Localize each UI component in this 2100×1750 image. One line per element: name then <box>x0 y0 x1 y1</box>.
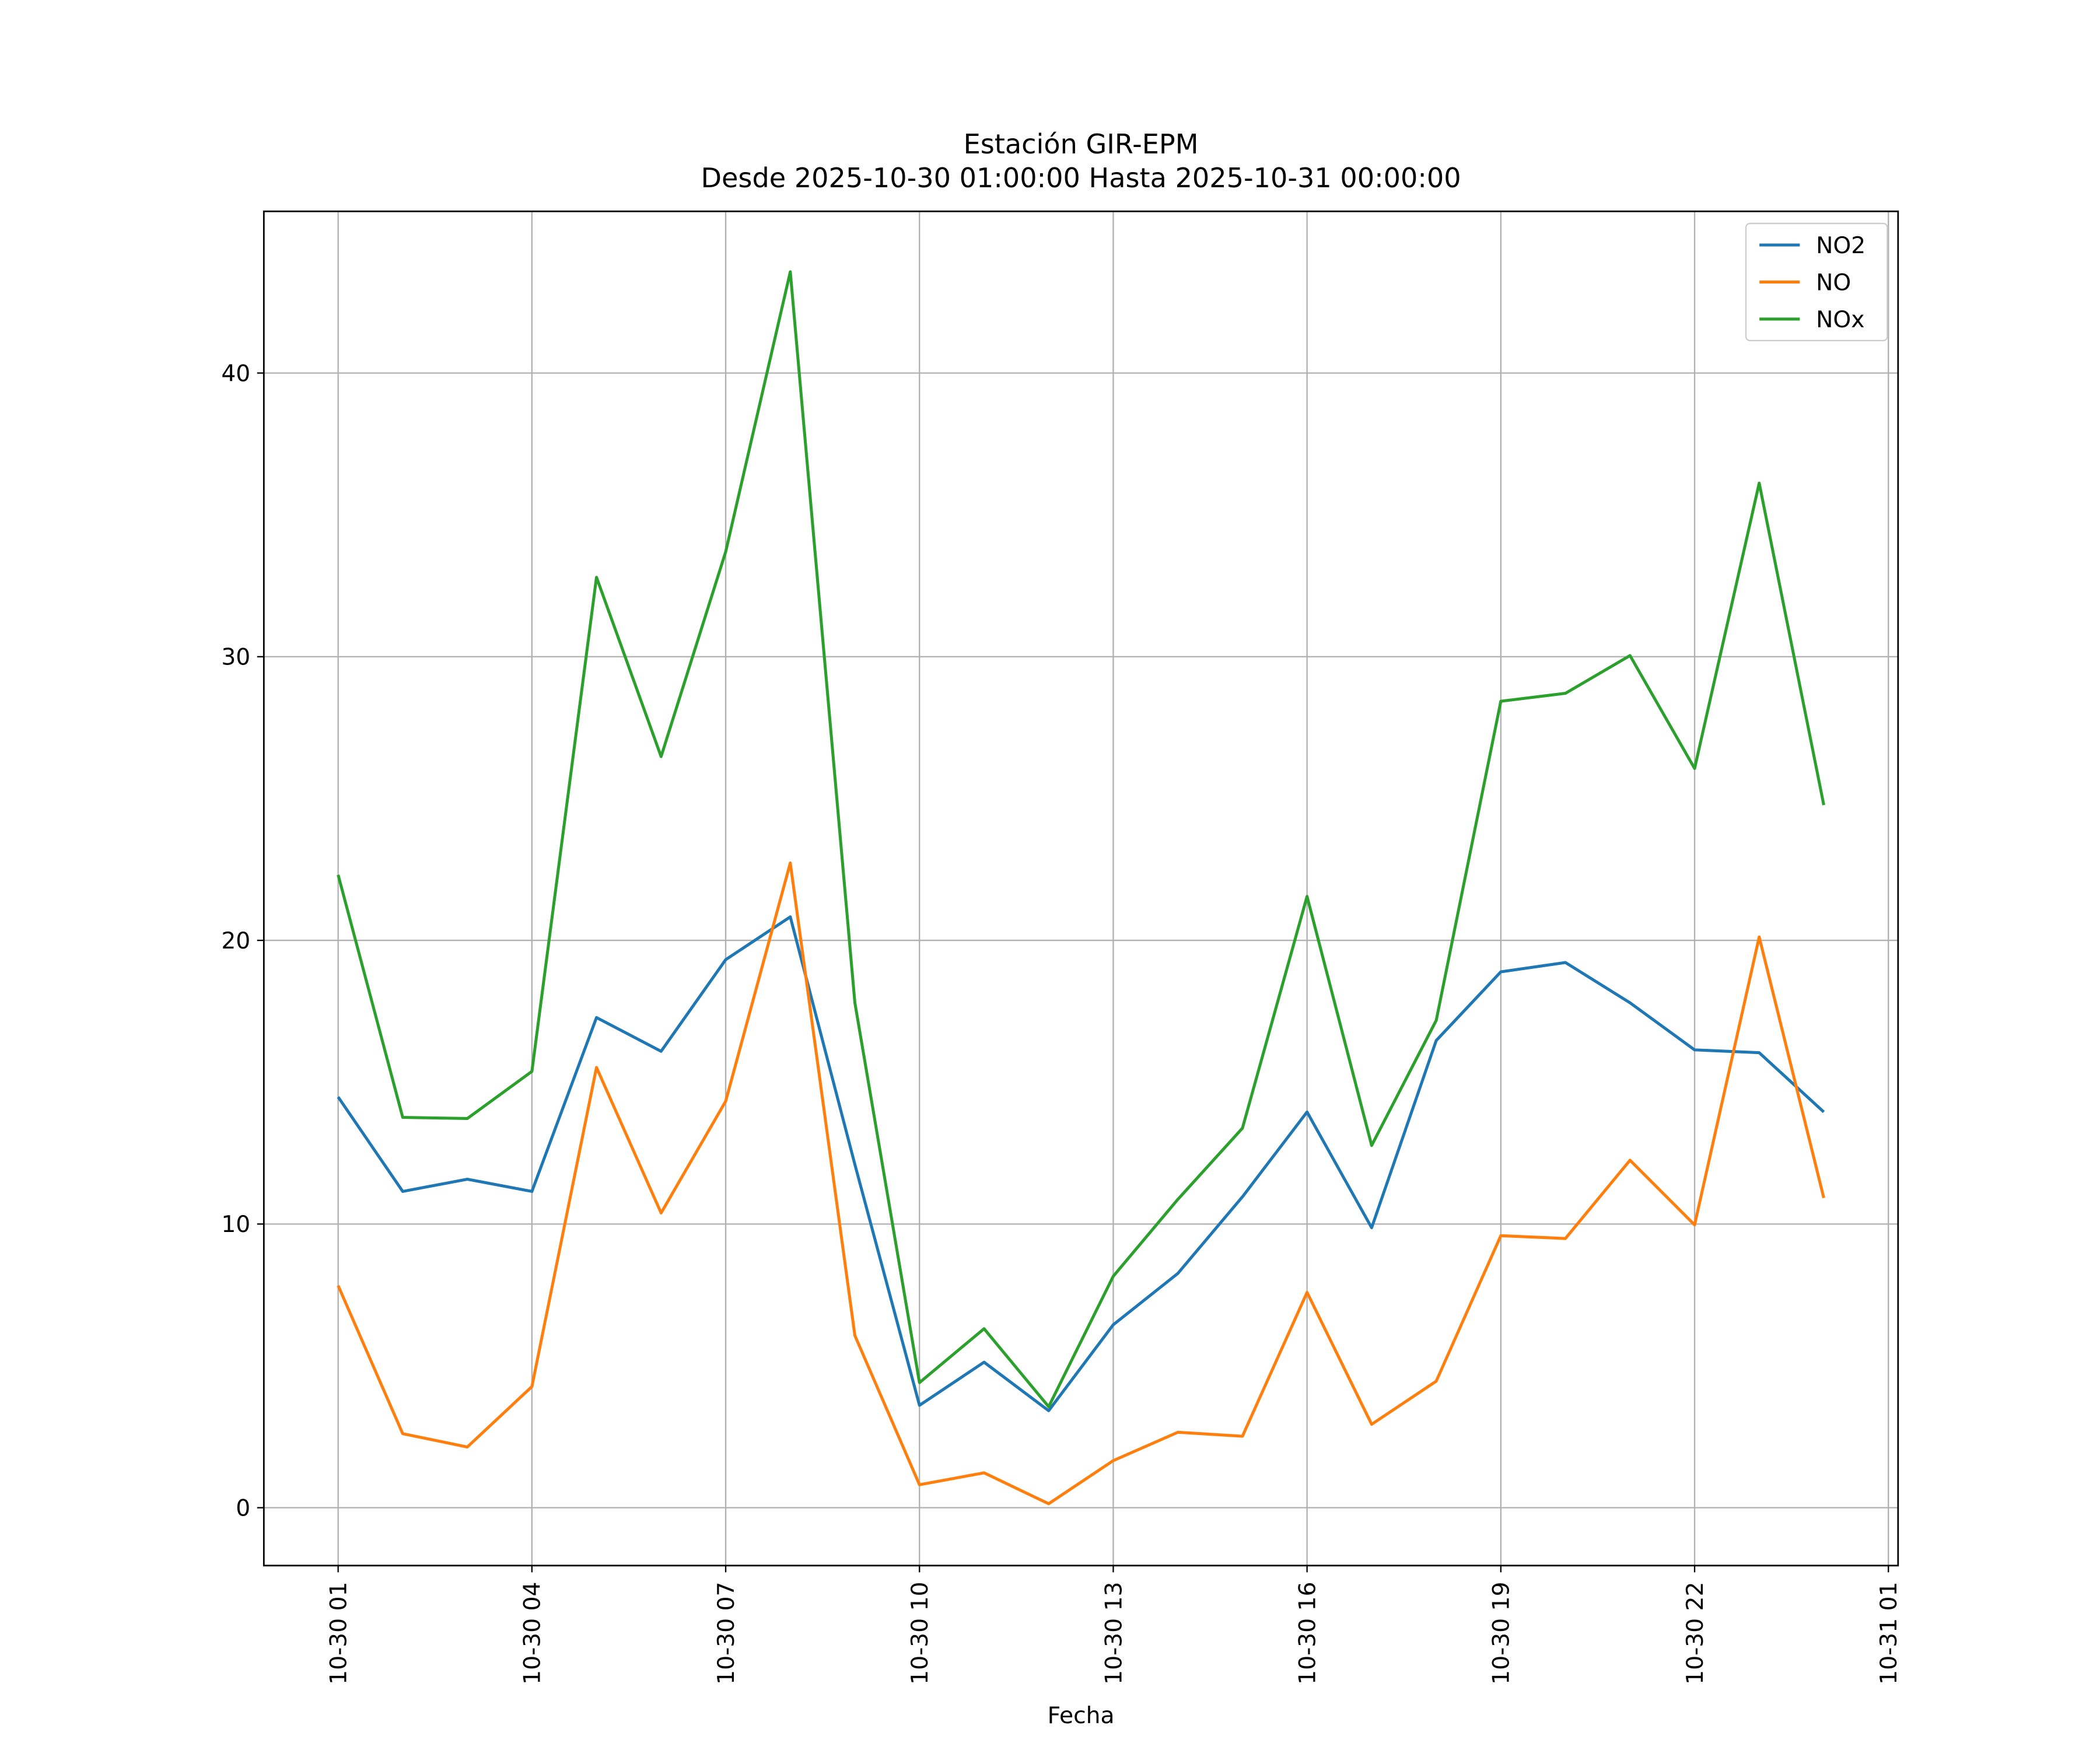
legend-label: NOx <box>1816 307 1864 333</box>
y-tick-label: 40 <box>221 360 250 387</box>
y-tick-label: 10 <box>221 1212 250 1238</box>
chart-title: Estación GIR-EPM <box>964 128 1199 160</box>
legend-label: NO <box>1816 270 1851 296</box>
y-tick-label: 0 <box>236 1495 250 1521</box>
y-tick-label: 30 <box>221 645 250 671</box>
line-series <box>337 915 1825 1412</box>
x-tick-label: 10-30 16 <box>1294 1582 1321 1685</box>
line-series <box>337 861 1825 1506</box>
x-tick-label: 10-30 07 <box>713 1582 740 1685</box>
legend-label: NO2 <box>1816 233 1866 259</box>
legend-box <box>1745 222 1888 341</box>
y-tick-label: 20 <box>221 928 250 954</box>
x-tick-label: 10-30 22 <box>1682 1582 1709 1685</box>
x-tick-label: 10-30 13 <box>1101 1582 1127 1685</box>
line-series <box>337 270 1825 1409</box>
x-tick-label: 10-30 01 <box>326 1582 352 1685</box>
x-tick-label: 10-30 19 <box>1489 1582 1515 1685</box>
x-tick-label: 10-30 04 <box>520 1582 546 1685</box>
x-tick-label: 10-31 01 <box>1876 1582 1902 1685</box>
x-tick-label: 10-30 10 <box>907 1582 933 1685</box>
chart-subtitle: Desde 2025-10-30 01:00:00 Hasta 2025-10-… <box>701 162 1461 194</box>
plot-frame <box>262 210 1899 1567</box>
x-axis-label: Fecha <box>1048 1703 1115 1729</box>
